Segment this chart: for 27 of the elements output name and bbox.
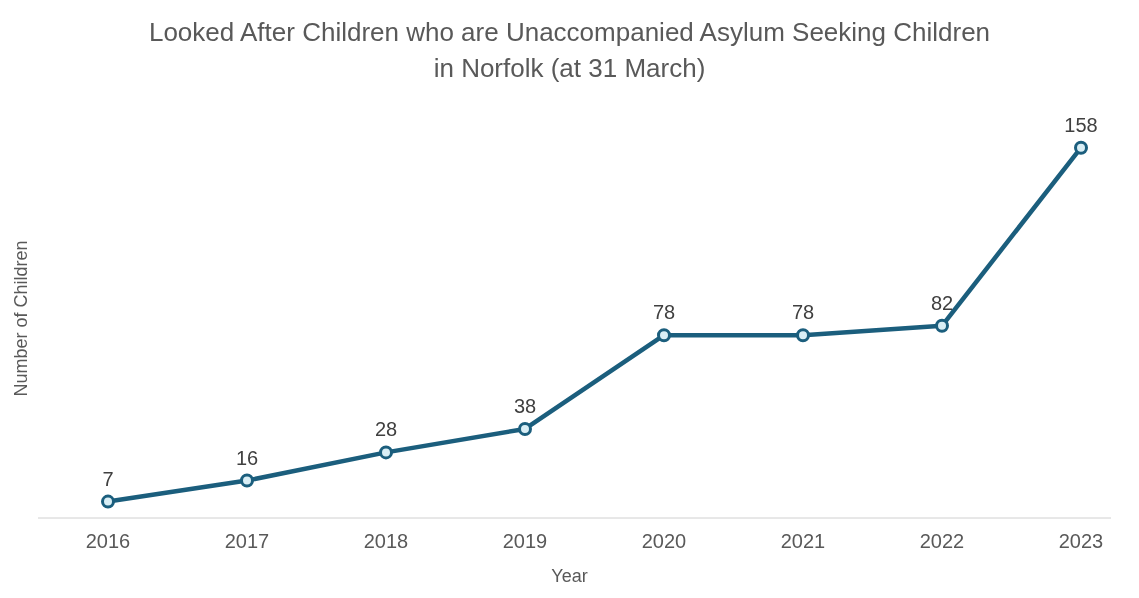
point: [240, 473, 254, 488]
point: [935, 318, 949, 333]
point: [518, 421, 532, 436]
x-tick-label: 2021: [780, 530, 826, 553]
point: [1074, 140, 1088, 155]
data-label: 16: [235, 446, 259, 469]
x-tick-label: 2016: [85, 530, 131, 553]
x-tick-label: 2019: [502, 530, 548, 553]
data-label: 78: [652, 301, 676, 324]
x-axis-title: Year: [550, 566, 589, 587]
x-tick-label: 2017: [224, 530, 270, 553]
point: [379, 445, 393, 460]
x-tick-label: 2022: [919, 530, 965, 553]
point: [101, 494, 115, 509]
data-label: 158: [1064, 113, 1098, 136]
point: [657, 328, 671, 343]
x-tick-label: 2020: [641, 530, 687, 553]
x-tick-label: 2018: [363, 530, 409, 553]
data-label: 28: [374, 418, 398, 441]
point: [796, 328, 810, 343]
y-axis-title: Number of Children: [10, 239, 32, 397]
x-tick-label: 2023: [1058, 530, 1104, 553]
chart-title: Looked After Children who are Unaccompanied Asylum Seeking Children in Norfolk (at 31 March): [147, 16, 992, 85]
data-label: 82: [930, 291, 954, 314]
data-label: 78: [791, 301, 815, 324]
data-label: 7: [102, 467, 114, 490]
data-label: 38: [513, 394, 537, 417]
